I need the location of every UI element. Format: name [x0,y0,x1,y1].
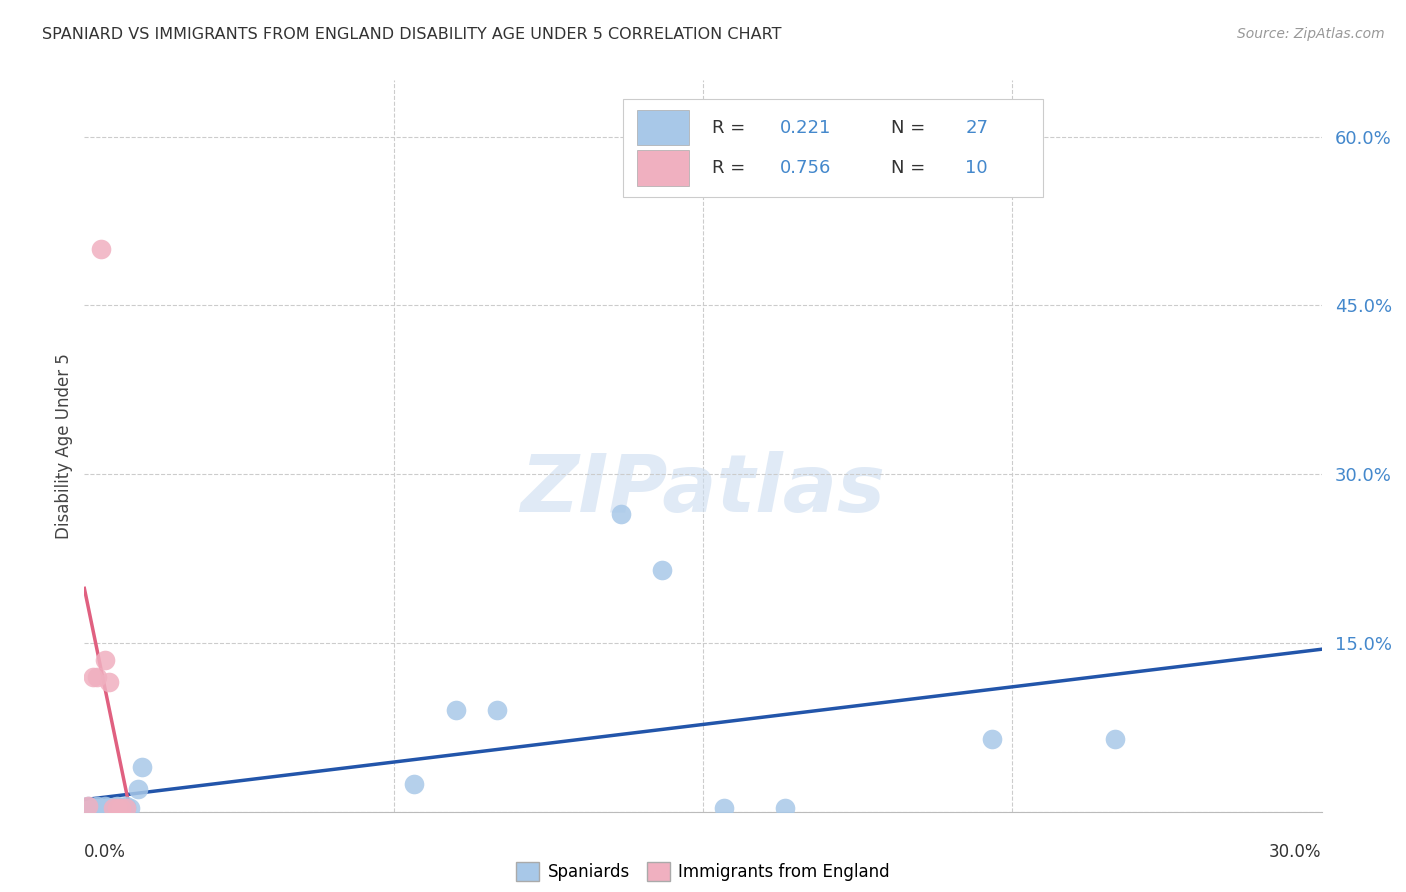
Text: SPANIARD VS IMMIGRANTS FROM ENGLAND DISABILITY AGE UNDER 5 CORRELATION CHART: SPANIARD VS IMMIGRANTS FROM ENGLAND DISA… [42,27,782,42]
Point [82,670,104,684]
Point [86,801,108,815]
Point [103,800,125,814]
Point [98,675,121,690]
Point [110,801,132,815]
Point [444,703,467,717]
Point [90,242,112,256]
Point [651,563,673,577]
Point [114,799,136,814]
Point [105,801,128,815]
Point [94,653,117,667]
Text: 10: 10 [966,159,988,177]
Point [114,801,136,815]
Point [118,801,141,815]
FancyBboxPatch shape [637,151,689,186]
FancyBboxPatch shape [637,111,689,145]
Text: 0.221: 0.221 [780,119,831,136]
Point [1104,731,1126,746]
Point [105,799,128,814]
Point [485,703,508,717]
Text: 0.0%: 0.0% [84,843,127,861]
Point [713,801,735,815]
Text: N =: N = [891,159,931,177]
Point [86,670,108,684]
Point [404,776,426,790]
Point [110,801,132,815]
Point [114,801,136,815]
Text: R =: R = [711,159,751,177]
Point [775,801,797,815]
Point [103,801,125,815]
Point [609,507,631,521]
Text: 30.0%: 30.0% [1270,843,1322,861]
Point [90,801,112,815]
Text: R =: R = [711,119,751,136]
Point [127,782,149,797]
Point [94,799,117,814]
Point [82,801,104,815]
Legend: Spaniards, Immigrants from England: Spaniards, Immigrants from England [509,855,897,888]
Text: ZIPatlas: ZIPatlas [520,450,886,529]
Y-axis label: Disability Age Under 5: Disability Age Under 5 [55,353,73,539]
Point [94,801,117,815]
FancyBboxPatch shape [623,99,1043,197]
Point [86,799,108,814]
Point [110,800,132,814]
Point [98,801,121,815]
Point [77,799,100,814]
Text: 0.756: 0.756 [780,159,831,177]
Text: N =: N = [891,119,931,136]
Text: Source: ZipAtlas.com: Source: ZipAtlas.com [1237,27,1385,41]
Point [980,731,1002,746]
Point [105,801,128,815]
Text: 27: 27 [966,119,988,136]
Point [131,760,153,774]
Point [77,799,100,814]
